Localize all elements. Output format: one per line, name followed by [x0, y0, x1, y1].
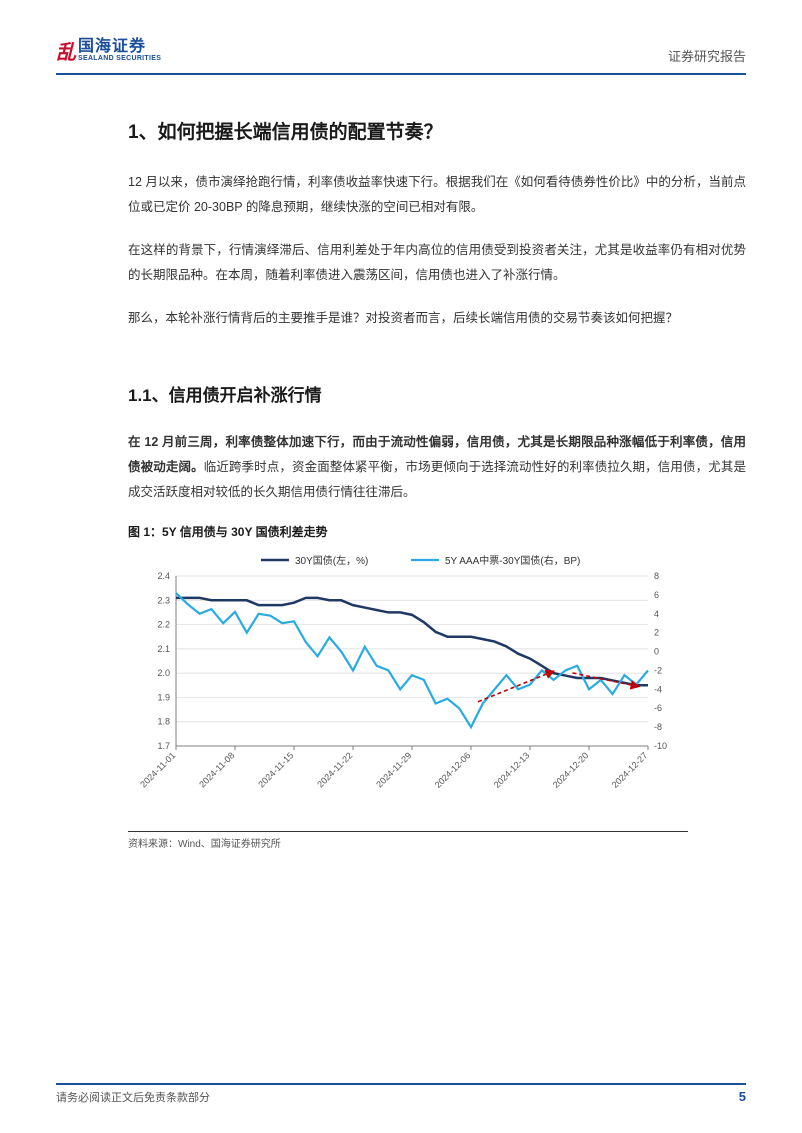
section-1-1-rest: 临近跨季时点，资金面整体紧平衡，市场更倾向于选择流动性好的利率债拉久期，信用债，…: [128, 460, 746, 499]
report-type-label: 证券研究报告: [668, 46, 746, 65]
figure-1-title: 图 1：5Y 信用债与 30Y 国债利差走势: [128, 523, 746, 540]
footer-disclaimer: 请务必阅读正文后免责条款部分: [56, 1089, 210, 1105]
page-number: 5: [739, 1089, 746, 1105]
svg-text:2024-11-22: 2024-11-22: [315, 750, 354, 789]
svg-text:2024-11-01: 2024-11-01: [138, 750, 177, 789]
svg-text:-2: -2: [654, 665, 662, 675]
spread-chart-svg: 30Y国债(左，%) 5Y AAA中票-30Y国债(右，BP) 1.7 1.8 1.9 2…: [128, 546, 688, 826]
header-divider: [56, 73, 746, 75]
svg-text:2.2: 2.2: [157, 620, 170, 630]
svg-text:1.8: 1.8: [157, 717, 170, 727]
logo-icon: 乱: [56, 36, 74, 65]
svg-text:2024-12-13: 2024-12-13: [492, 750, 532, 790]
page-footer: 请务必阅读正文后免责条款部分 5: [56, 1083, 746, 1105]
svg-text:1.7: 1.7: [157, 741, 170, 751]
section-1-title: 1、如何把握长端信用债的配置节奏？: [128, 117, 746, 144]
svg-text:0: 0: [654, 647, 659, 657]
svg-text:-8: -8: [654, 722, 662, 732]
svg-text:2: 2: [654, 628, 659, 638]
svg-text:30Y国债(左，%): 30Y国债(左，%): [295, 554, 368, 567]
svg-text:6: 6: [654, 590, 659, 600]
logo-text-en: SEALAND SECURITIES: [78, 55, 161, 62]
svg-text:2.4: 2.4: [157, 571, 170, 581]
svg-text:2024-12-27: 2024-12-27: [610, 750, 650, 790]
brand-logo: 乱 国海证券 SEALAND SECURITIES: [56, 36, 161, 65]
svg-text:1.9: 1.9: [157, 692, 170, 702]
svg-text:-4: -4: [654, 684, 662, 694]
figure-1-source: 资料来源：Wind、国海证券研究所: [128, 831, 688, 850]
section-1-paragraph-2: 在这样的背景下，行情演绎滞后、信用利差处于年内高位的信用债受到投资者关注，尤其是…: [128, 238, 746, 288]
svg-text:4: 4: [654, 609, 659, 619]
section-1-paragraph-3: 那么，本轮补涨行情背后的主要推手是谁？对投资者而言，后续长端信用债的交易节奏该如…: [128, 306, 746, 331]
svg-text:2024-11-08: 2024-11-08: [197, 750, 236, 789]
svg-text:2.3: 2.3: [157, 595, 170, 605]
svg-text:2024-11-29: 2024-11-29: [374, 750, 413, 789]
svg-text:2024-11-15: 2024-11-15: [256, 750, 295, 789]
svg-text:-10: -10: [654, 741, 667, 751]
svg-text:8: 8: [654, 571, 659, 581]
svg-text:-6: -6: [654, 703, 662, 713]
svg-text:2024-12-20: 2024-12-20: [551, 750, 591, 790]
page-header: 乱 国海证券 SEALAND SECURITIES 证券研究报告: [56, 36, 746, 71]
logo-text-cn: 国海证券: [78, 39, 161, 55]
section-1-1-title: 1.1、信用债开启补涨行情: [128, 381, 746, 406]
svg-text:5Y AAA中票-30Y国债(右，BP): 5Y AAA中票-30Y国债(右，BP): [445, 554, 580, 567]
section-1-paragraph-1: 12 月以来，债市演绎抢跑行情，利率债收益率快速下行。根据我们在《如何看待债券性…: [128, 170, 746, 220]
section-1-1-paragraph-1: 在 12 月前三周，利率债整体加速下行，而由于流动性偏弱，信用债，尤其是长期限品…: [128, 430, 746, 505]
svg-text:2.1: 2.1: [157, 644, 170, 654]
svg-text:2024-12-06: 2024-12-06: [433, 750, 473, 790]
figure-1-chart: 30Y国债(左，%) 5Y AAA中票-30Y国债(右，BP) 1.7 1.8 1.9 2…: [128, 546, 688, 850]
svg-text:2.0: 2.0: [157, 668, 170, 678]
